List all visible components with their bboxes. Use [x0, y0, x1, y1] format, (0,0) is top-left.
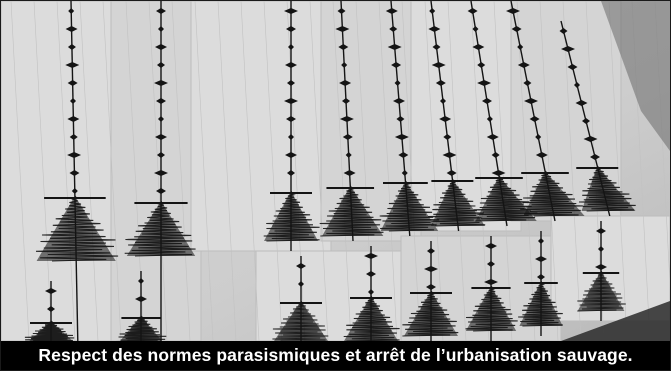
seismogram-trace — [24, 281, 75, 341]
seismogram-trace — [272, 256, 329, 341]
seismogram-trace — [35, 1, 119, 341]
seismogram-trace — [577, 221, 626, 321]
seismogram-trace — [319, 1, 384, 242]
seismogram-trace — [263, 1, 320, 251]
caption-text: Respect des normes parasismiques et arrê… — [38, 345, 633, 365]
seismogram-trace — [379, 1, 440, 237]
caption-bar: Respect des normes parasismiques et arrê… — [1, 341, 670, 370]
seismogram-trace — [428, 1, 486, 232]
seismogram-trace — [465, 236, 518, 341]
seismogram-trace — [115, 271, 167, 341]
seismogram-trace — [559, 20, 636, 217]
seismogram-trace — [506, 1, 585, 222]
seismogram-trace — [518, 231, 563, 336]
seismogram-trace — [124, 1, 196, 341]
seismogram-trace — [402, 241, 459, 341]
seismogram-photo — [1, 1, 670, 341]
seismogram-trace — [343, 246, 400, 341]
